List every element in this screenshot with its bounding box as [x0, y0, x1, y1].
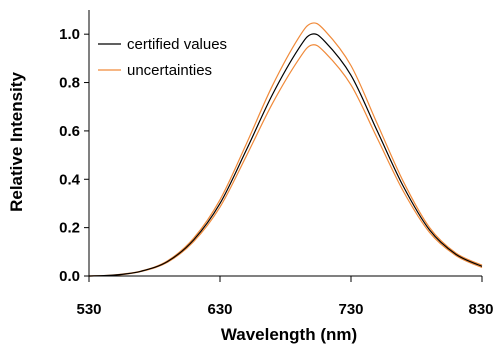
- legend: certified values uncertainties: [98, 36, 227, 79]
- y-tick-label: 1.0: [59, 26, 80, 43]
- y-tick-label: 0.2: [59, 220, 80, 237]
- legend-label-uncertainties: uncertainties: [127, 62, 212, 79]
- plot-lines: [88, 22, 483, 277]
- y-tick-label: 0.4: [59, 171, 81, 188]
- y-ticks: 0.0 0.2 0.4 0.6 0.8 1.0: [59, 26, 89, 285]
- x-tick-label: 730: [338, 301, 363, 318]
- x-axis: 530 630 730 830: [76, 275, 494, 318]
- y-tick-label: 0.8: [59, 75, 80, 92]
- x-axis-title: Wavelength (nm): [221, 325, 357, 344]
- x-ticks: 530 630 730 830: [76, 276, 494, 318]
- y-axis-title: Relative Intensity: [7, 72, 26, 212]
- series-line-certified-values: [88, 33, 483, 277]
- y-axis: 0.0 0.2 0.4 0.6 0.8 1.0: [59, 10, 90, 285]
- x-tick-label: 830: [468, 301, 493, 318]
- x-tick-label: 530: [76, 301, 101, 318]
- y-tick-label: 0.6: [59, 123, 80, 140]
- legend-label-certified: certified values: [127, 36, 227, 53]
- x-tick-label: 630: [207, 301, 232, 318]
- y-tick-label: 0.0: [59, 268, 80, 285]
- series-line-uncertainty-upper: [88, 22, 483, 277]
- series-line-uncertainty-lower: [88, 44, 483, 277]
